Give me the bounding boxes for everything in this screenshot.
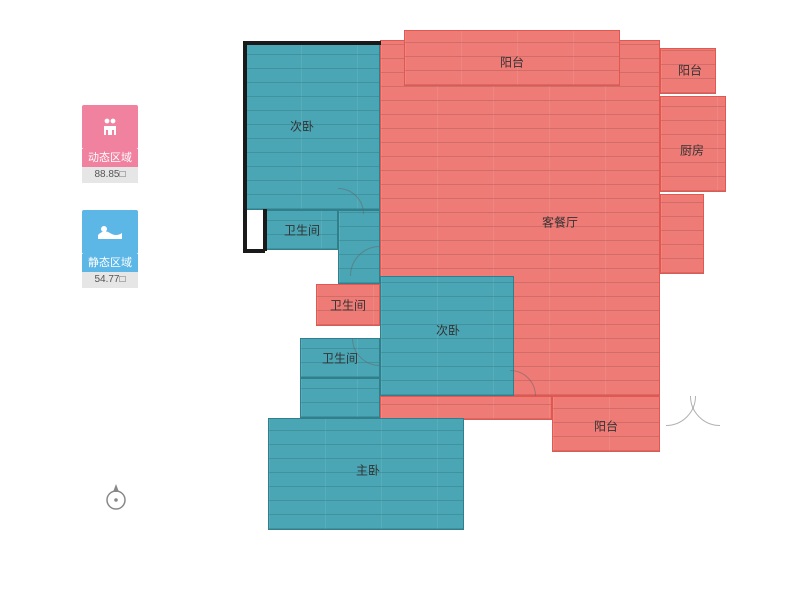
room-bed2_c	[380, 276, 514, 396]
room-bath_mid	[316, 284, 380, 326]
room-bed2_n	[244, 42, 380, 210]
room-bath_n	[264, 210, 338, 250]
room-hall_sw	[338, 210, 380, 284]
room-balcony_s	[552, 396, 660, 452]
wall-outline	[243, 249, 265, 253]
legend-static: 静态区域54.77□	[82, 210, 138, 288]
dynamic-icon	[82, 105, 138, 149]
room-corridor_s	[380, 396, 552, 420]
room-living_ext	[660, 194, 704, 274]
floor-plan-stage: 客餐厅阳台阳台厨房卫生间阳台次卧卫生间次卧卫生间主卧动态区域88.85□静态区域…	[0, 0, 800, 600]
room-balcony_n	[404, 30, 620, 86]
legend-dynamic-label: 动态区域	[82, 149, 138, 167]
room-bed_master	[268, 418, 464, 530]
legend-static-label: 静态区域	[82, 254, 138, 272]
static-icon	[82, 210, 138, 254]
door-arc	[690, 366, 750, 426]
room-bath_s	[300, 338, 380, 378]
legend-dynamic: 动态区域88.85□	[82, 105, 138, 183]
legend-static-value: 54.77□	[82, 272, 138, 288]
legend-dynamic-value: 88.85□	[82, 167, 138, 183]
room-hall_s	[300, 378, 380, 418]
room-balcony_ne	[660, 48, 716, 94]
compass-icon	[100, 480, 132, 512]
room-kitchen	[660, 96, 726, 192]
